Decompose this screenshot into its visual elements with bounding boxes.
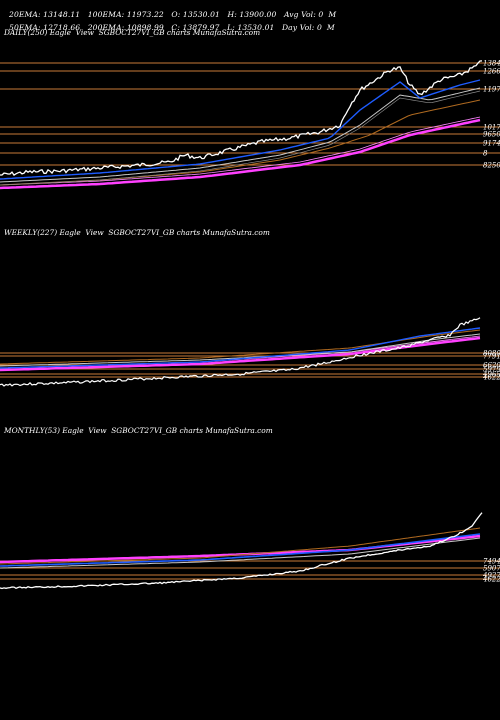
daily-level-label: 8 <box>483 150 488 158</box>
weekly-panel-title: WEEKLY(227) Eagle View SGBOCT27VI_GB cha… <box>4 228 270 237</box>
daily-ema20-line <box>0 79 481 180</box>
monthly-level-label: 4622 <box>482 576 500 584</box>
ema50-readout: 50EMA: 12718.66 <box>9 23 81 32</box>
header-line-1: 20EMA: 13148.11 100EMA: 11973.22 O: 1353… <box>4 1 336 19</box>
high-readout: H: 13900.00 <box>227 10 277 19</box>
daily-panel-title: DAILY(250) Eagle View SGBOCT27VI_GB char… <box>4 28 261 37</box>
weekly-price-line <box>0 317 481 387</box>
monthly-level-label: 5907 <box>483 565 500 573</box>
monthly-ema100-line <box>0 527 481 565</box>
daily-level-label: 12660 <box>483 68 500 76</box>
header-line-2: 50EMA: 12718.66 200EMA: 10898.99 C: 1387… <box>4 14 335 32</box>
monthly-ema20-line <box>0 533 481 567</box>
monthly-panel-title: MONTHLY(53) Eagle View SGBOCT27VI_GB cha… <box>4 426 273 435</box>
monthly-level-label: 7494 <box>483 558 500 566</box>
daily-level-label: 8250 <box>483 162 500 170</box>
daily-level-label: 9650 <box>483 131 500 139</box>
close-readout: C: 13879.97 <box>171 23 220 32</box>
monthly-ema50-line <box>0 537 481 569</box>
avg-vol-readout: Avg Vol: 0 M <box>283 10 337 19</box>
daily-price-line <box>0 60 483 176</box>
low-readout: L: 13530.01 <box>227 23 275 32</box>
day-vol-readout: Day Vol: 0 M <box>281 23 335 32</box>
weekly-level-label: 6620 <box>483 362 500 370</box>
open-readout: O: 13530.01 <box>171 10 220 19</box>
monthly-price-line <box>0 512 483 590</box>
daily-level-label: 10179 <box>483 124 500 132</box>
ema200-readout: 200EMA: 10898.99 <box>87 23 164 32</box>
weekly-ema20-line <box>0 327 481 369</box>
weekly-level-label: 4965 <box>482 371 500 379</box>
daily-ema50-line <box>0 87 481 183</box>
daily-level-label: 9174 <box>483 140 500 148</box>
weekly-ema50-line <box>0 333 481 367</box>
daily-ema200-line <box>0 118 481 190</box>
monthly-level-label: 4927 <box>482 572 500 580</box>
ema20-readout: 20EMA: 13148.11 <box>9 10 81 19</box>
weekly-level-label: 5979 <box>483 366 500 374</box>
daily-level-label: 11972 <box>483 86 500 94</box>
daily-chart: 1384012660 11972 1017996509174 8 8250 <box>0 60 500 190</box>
daily-ema50-band <box>0 90 481 186</box>
weekly-level-label: 7791 <box>483 353 500 361</box>
daily-level-label: 13840 <box>483 60 500 68</box>
weekly-level-label: 4622 <box>482 374 500 382</box>
weekly-ema200-band <box>0 335 481 369</box>
weekly-level-label: 8080 <box>483 350 500 358</box>
ema100-readout: 100EMA: 11973.22 <box>87 10 164 19</box>
daily-ema200-band <box>0 116 481 186</box>
